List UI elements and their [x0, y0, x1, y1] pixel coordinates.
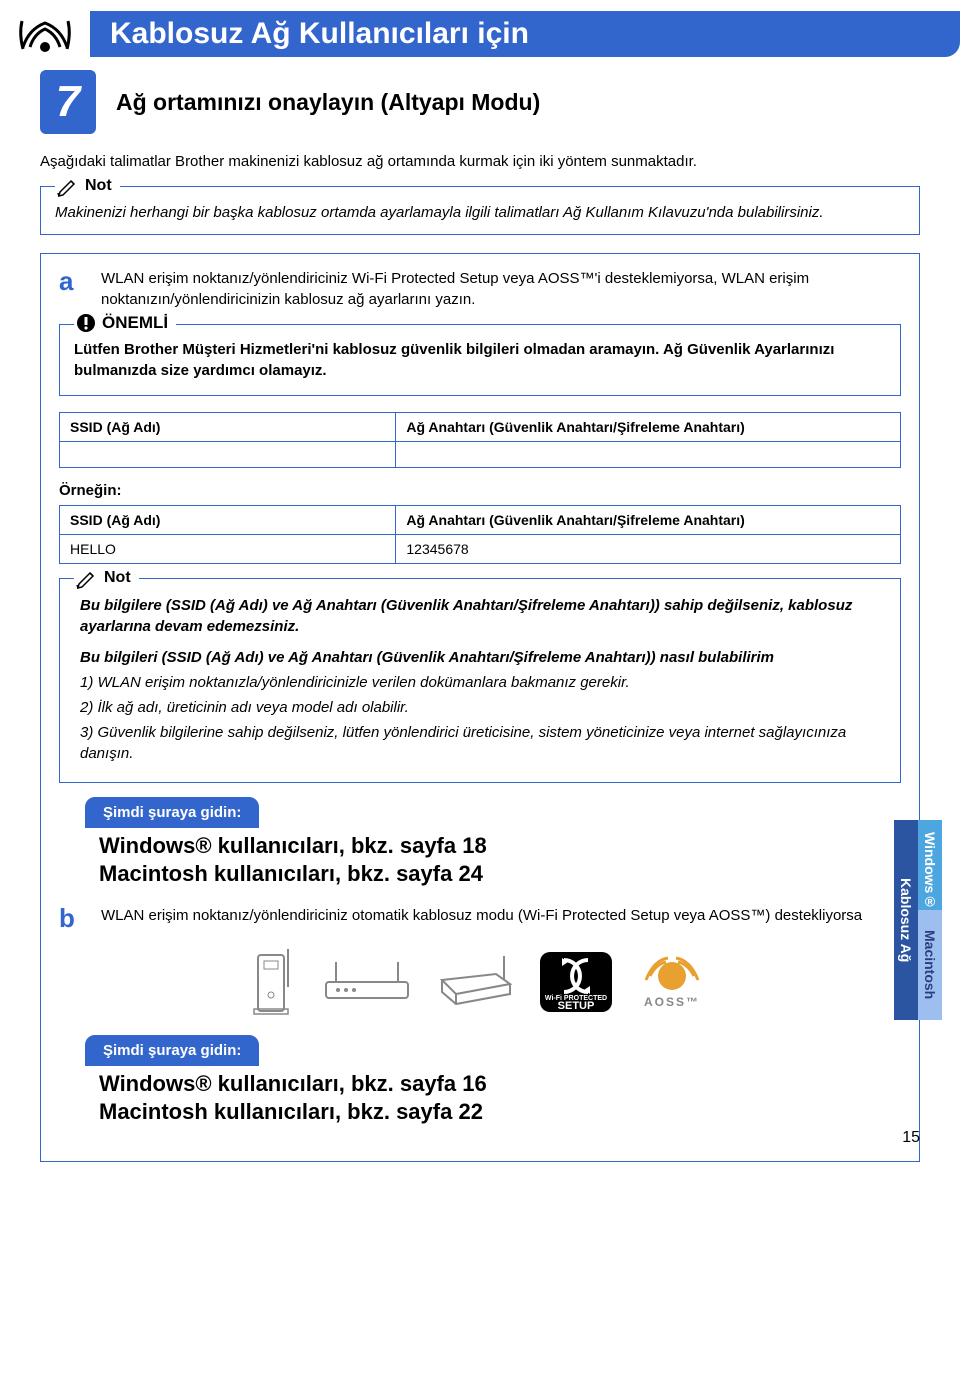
- tab-windows[interactable]: Windows®: [918, 820, 942, 910]
- goto2-line2[interactable]: Macintosh kullanıcıları, bkz. sayfa 22: [99, 1098, 901, 1127]
- note-block-1: Not Makinenizi herhangi bir başka kablos…: [40, 186, 920, 234]
- goto-area-2: Şimdi şuraya gidin: Windows® kullanıcıla…: [85, 1035, 901, 1127]
- intro-text: Aşağıdaki talimatlar Brother makinenizi …: [40, 152, 920, 172]
- router-icons-row: Wi-Fi PROTECTED SETUP AOSS™: [59, 947, 901, 1017]
- example-header-ssid: SSID (Ağ Adı): [60, 505, 396, 534]
- example-cell-ssid: HELLO: [60, 534, 396, 563]
- important-body: Lütfen Brother Müşteri Hizmetleri'ni kab…: [74, 339, 886, 381]
- step-b-row: b WLAN erişim noktanız/yönlendiriciniz o…: [59, 905, 901, 931]
- note1-body: Makinenizi herhangi bir başka kablosuz o…: [55, 203, 905, 223]
- page-header: Kablosuz Ağ Kullanıcıları için: [0, 0, 960, 60]
- note2-p2: Bu bilgileri (SSID (Ağ Adı) ve Ağ Anahta…: [80, 647, 886, 668]
- main-instruction-block: a WLAN erişim noktanız/yönlendiriciniz W…: [40, 253, 920, 1162]
- wireless-wifi-icon: [15, 9, 75, 59]
- goto-area-1: Şimdi şuraya gidin: Windows® kullanıcıla…: [85, 797, 901, 889]
- horizontal-router-icon: [322, 960, 412, 1004]
- step-header: 7 Ağ ortamınızı onaylayın (Altyapı Modu): [40, 70, 920, 134]
- example-table: SSID (Ağ Adı) Ağ Anahtarı (Güvenlik Anah…: [59, 505, 901, 564]
- important-label: ÖNEMLİ: [102, 313, 168, 333]
- note-label: Not: [85, 177, 112, 195]
- page-number: 15: [902, 1129, 920, 1147]
- step-title: Ağ ortamınızı onaylayın (Altyapı Modu): [116, 89, 540, 116]
- svg-text:SETUP: SETUP: [558, 1000, 595, 1012]
- table1-cell-key: [396, 441, 901, 467]
- page-title-banner: Kablosuz Ağ Kullanıcıları için: [90, 11, 960, 57]
- wlan-settings-table: SSID (Ağ Adı) Ağ Anahtarı (Güvenlik Anah…: [59, 412, 901, 468]
- note2-item1: 1) WLAN erişim noktanızla/yönlendiricini…: [80, 672, 886, 693]
- page-title: Kablosuz Ağ Kullanıcıları için: [110, 17, 529, 50]
- tab-wireless[interactable]: Kablosuz Ağ: [894, 820, 918, 1020]
- goto1-line2[interactable]: Macintosh kullanıcıları, bkz. sayfa 24: [99, 860, 901, 889]
- table1-cell-ssid: [60, 441, 396, 467]
- goto1-line1[interactable]: Windows® kullanıcıları, bkz. sayfa 18: [99, 832, 901, 861]
- goto-badge-1: Şimdi şuraya gidin:: [85, 797, 259, 828]
- example-cell-key: 12345678: [396, 534, 901, 563]
- step-a-letter: a: [59, 268, 87, 310]
- table1-header-key: Ağ Anahtarı (Güvenlik Anahtarı/Şifreleme…: [396, 412, 901, 441]
- tab-macintosh[interactable]: Macintosh: [918, 910, 942, 1020]
- step-b-letter: b: [59, 905, 87, 931]
- step-b-text: WLAN erişim noktanız/yönlendiriciniz oto…: [101, 905, 862, 931]
- table1-header-ssid: SSID (Ağ Adı): [60, 412, 396, 441]
- note-block-2: Not Bu bilgilere (SSID (Ağ Adı) ve Ağ An…: [59, 578, 901, 783]
- step-a-row: a WLAN erişim noktanız/yönlendiriciniz W…: [59, 268, 901, 310]
- note2-item3: 3) Güvenlik bilgilerine sahip değilseniz…: [80, 722, 886, 764]
- pencil-icon: [57, 175, 79, 197]
- vertical-router-icon: [252, 947, 298, 1017]
- exclamation-icon: [76, 313, 96, 333]
- flat-router-icon: [436, 954, 516, 1010]
- side-tabs: Kablosuz Ağ Windows® Macintosh: [894, 820, 942, 1020]
- note2-item2: 2) İlk ağ adı, üreticinin adı veya model…: [80, 697, 886, 718]
- step-a-text: WLAN erişim noktanız/yönlendiriciniz Wi-…: [101, 268, 901, 310]
- note2-p1: Bu bilgilere (SSID (Ağ Adı) ve Ağ Anahta…: [80, 595, 886, 637]
- example-label: Örneğin:: [59, 482, 901, 499]
- goto-badge-2: Şimdi şuraya gidin:: [85, 1035, 259, 1066]
- goto2-line1[interactable]: Windows® kullanıcıları, bkz. sayfa 16: [99, 1070, 901, 1099]
- aoss-logo: AOSS™: [636, 952, 708, 1012]
- pencil-icon: [76, 567, 98, 589]
- note2-label: Not: [104, 569, 131, 587]
- step-number: 7: [40, 70, 96, 134]
- svg-text:AOSS™: AOSS™: [644, 995, 700, 1009]
- example-header-key: Ağ Anahtarı (Güvenlik Anahtarı/Şifreleme…: [396, 505, 901, 534]
- wps-setup-logo: Wi-Fi PROTECTED SETUP: [540, 952, 612, 1012]
- important-block: ÖNEMLİ Lütfen Brother Müşteri Hizmetleri…: [59, 324, 901, 396]
